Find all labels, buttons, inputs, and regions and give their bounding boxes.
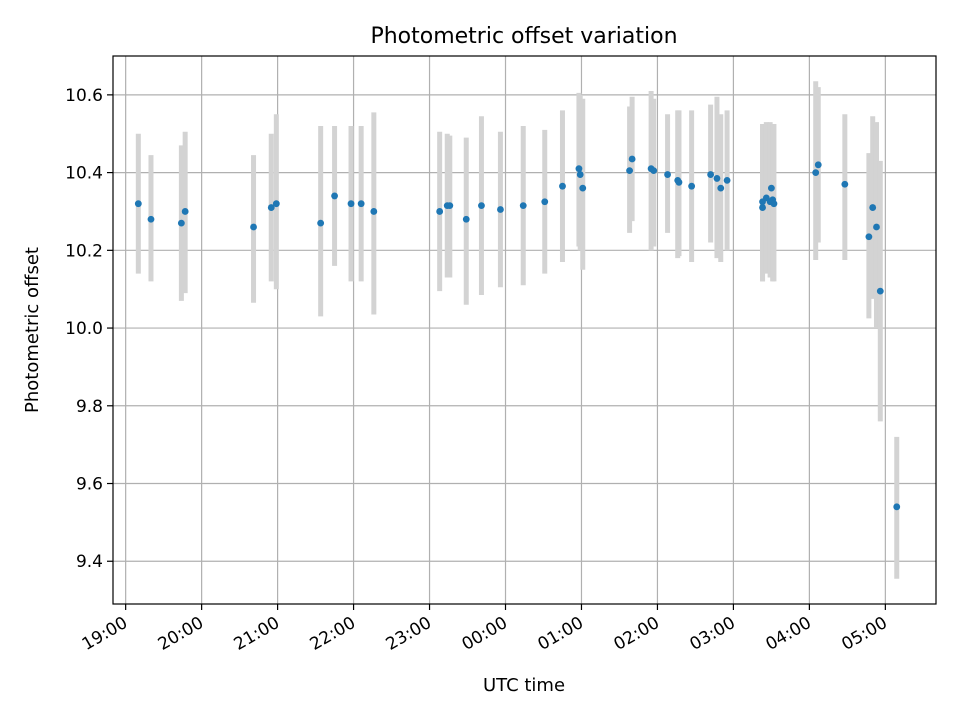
data-point: [478, 202, 485, 210]
x-tick-label: 02:00: [611, 613, 663, 655]
data-point: [559, 182, 566, 190]
data-point: [814, 161, 822, 169]
data-point: [865, 233, 873, 241]
data-point: [272, 200, 280, 208]
data-point: [723, 176, 731, 184]
data-point: [626, 167, 633, 175]
data-point: [650, 167, 658, 175]
x-axis-ticks: 19:00 20:00 21:00 22:00 23:00 00:00 01:00 02:00…: [79, 604, 891, 655]
y-axis-ticks: 9.4 9.6 9.8 10.0 10.2 10.4 10.6: [65, 86, 113, 572]
data-point: [717, 184, 725, 192]
data-point: [519, 202, 527, 210]
x-axis-label: UTC time: [483, 675, 565, 696]
error-bars: [135, 81, 900, 579]
data-point: [436, 208, 444, 215]
chart-title: Photometric offset variation: [370, 24, 677, 49]
plot-frame: [112, 55, 937, 605]
y-tick-label: 10.6: [65, 86, 103, 106]
data-point: [331, 192, 338, 200]
data-point: [841, 180, 849, 188]
data-point: [759, 204, 766, 211]
x-tick-label: 05:00: [838, 613, 890, 655]
data-point: [446, 202, 454, 210]
data-point: [267, 204, 275, 211]
data-point: [707, 171, 715, 178]
x-tick-label: 19:00: [79, 613, 131, 655]
y-tick-label: 9.6: [76, 475, 103, 495]
data-point: [579, 184, 587, 192]
data-point: [688, 182, 696, 190]
data-point: [628, 155, 636, 163]
data-point: [893, 503, 901, 511]
x-tick-label: 04:00: [762, 613, 814, 655]
x-tick-label: 22:00: [307, 613, 359, 655]
x-tick-label: 21:00: [231, 613, 283, 655]
data-point: [250, 223, 257, 231]
data-point: [147, 215, 155, 223]
data-point: [713, 175, 721, 182]
data-point: [177, 219, 185, 227]
data-point: [181, 208, 189, 215]
x-tick-label: 20:00: [155, 613, 207, 655]
data-point: [541, 198, 549, 206]
x-tick-label: 00:00: [459, 613, 511, 655]
data-point: [770, 200, 778, 208]
y-tick-label: 10.2: [65, 241, 103, 261]
y-tick-label: 10.0: [65, 319, 103, 339]
data-point: [664, 171, 671, 178]
data-point: [575, 165, 583, 173]
y-tick-label: 9.8: [76, 397, 103, 417]
y-axis-label: Photometric offset: [22, 247, 43, 413]
y-tick-label: 9.4: [76, 552, 103, 572]
data-point: [812, 169, 820, 176]
data-point: [462, 215, 470, 223]
x-tick-label: 01:00: [535, 613, 587, 655]
x-tick-label: 23:00: [383, 613, 435, 655]
data-point: [873, 223, 880, 231]
data-point: [675, 178, 683, 186]
data-point: [317, 219, 325, 227]
data-point: [497, 206, 504, 213]
data-point: [357, 200, 365, 208]
data-points: [134, 155, 901, 511]
data-point: [869, 204, 877, 211]
data-point: [347, 200, 355, 208]
data-point: [576, 171, 584, 178]
x-tick-label: 03:00: [686, 613, 738, 655]
data-point: [370, 208, 378, 215]
data-point: [768, 184, 775, 192]
data-point: [134, 200, 142, 208]
data-point: [876, 287, 884, 295]
y-tick-label: 10.4: [65, 164, 103, 184]
